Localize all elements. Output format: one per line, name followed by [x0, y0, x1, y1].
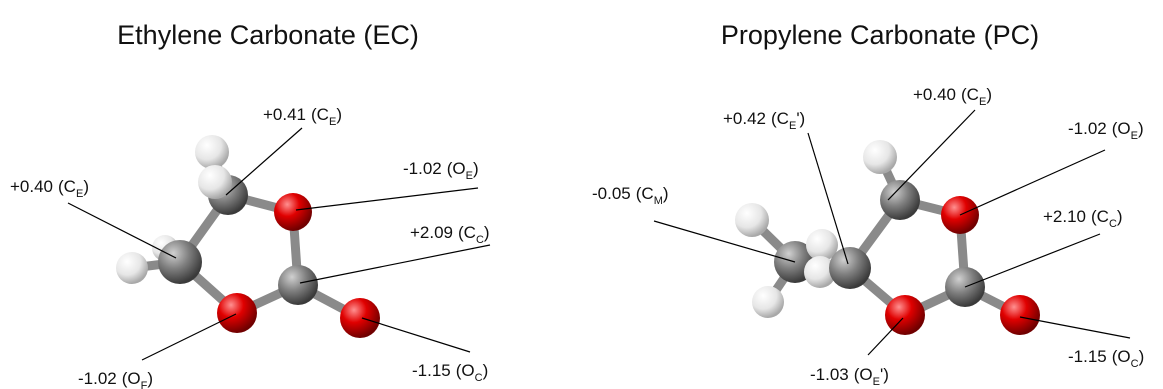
atom: (O — [447, 159, 466, 178]
charge-label: +0.42 (CE') — [723, 109, 805, 132]
close: ) — [1138, 119, 1144, 138]
charge-label: -1.02(OF) — [78, 369, 153, 389]
atom-subscript: E — [329, 116, 336, 128]
charge: -1.02 — [1068, 119, 1107, 138]
charge-label: +2.10 (CC) — [1043, 207, 1123, 230]
close: ) — [473, 159, 479, 178]
atom-subscript: C — [475, 372, 483, 384]
close: ) — [336, 105, 342, 124]
atom: (O — [456, 361, 475, 380]
close: ) — [484, 223, 490, 242]
charge: -1.03 — [810, 365, 849, 384]
atom-subscript: E — [76, 188, 83, 200]
charge: +0.40 — [913, 85, 956, 104]
charge-label: -1.02 (OE) — [403, 159, 479, 182]
atom: (C — [636, 184, 654, 203]
ec-molecule — [116, 135, 380, 338]
close: ) — [147, 369, 153, 388]
atom-subscript: E — [1131, 130, 1138, 142]
charge-label: +0.41 (CE) — [263, 105, 342, 128]
close: ) — [986, 85, 992, 104]
charge: -0.05 — [592, 184, 631, 203]
charge: -1.02 — [78, 369, 117, 388]
atom-subscript: E — [873, 376, 880, 388]
atom: (C — [311, 105, 329, 124]
charge-label: +2.09 (CC) — [410, 223, 490, 246]
charge-label: -1.15 (OC) — [1068, 347, 1144, 370]
charge-label: -1.02 (OE) — [1068, 119, 1144, 142]
labels: +0.41(CE)+0.40(CE)-1.02(OE)+2.09(CC)-1.1… — [10, 85, 1144, 389]
charge: -1.15 — [412, 361, 451, 380]
atom: (C — [771, 109, 789, 128]
close: ') — [796, 109, 805, 128]
charge-label: +0.40 (CE) — [913, 85, 992, 108]
close: ') — [880, 365, 889, 384]
charge-label: +0.40 (CE) — [10, 177, 89, 200]
atom-subscript: C — [1109, 218, 1117, 230]
close: ) — [663, 184, 669, 203]
atom: (O — [1112, 347, 1131, 366]
charge-label: -1.03 (OE') — [810, 365, 889, 388]
charge: -1.02 — [403, 159, 442, 178]
charge: +2.10 — [1043, 207, 1086, 226]
atom: (C — [458, 223, 476, 242]
atom-subscript: E — [466, 170, 473, 182]
figure: Ethylene Carbonate (EC) Propylene Carbon… — [0, 0, 1163, 389]
atom-subscript: E — [789, 120, 796, 132]
atom: (O — [854, 365, 873, 384]
atom: (O — [122, 369, 141, 388]
atom: (O — [1112, 119, 1131, 138]
atom-subscript: E — [979, 96, 986, 108]
atom-subscript: M — [654, 195, 663, 207]
atom: (C — [1091, 207, 1109, 226]
title: Propylene Carbonate (PC) — [721, 20, 1039, 50]
charge-label: -0.05 (CM) — [592, 184, 669, 207]
atom-subscript: C — [1131, 358, 1139, 370]
atom-subscript: C — [476, 234, 484, 246]
close: ) — [83, 177, 89, 196]
pc-molecule — [735, 140, 1040, 335]
charge: +0.41 — [263, 105, 306, 124]
close: ) — [483, 361, 489, 380]
charge: +0.42 — [723, 109, 766, 128]
charge: +0.40 — [10, 177, 53, 196]
title: Ethylene Carbonate (EC) — [117, 20, 419, 50]
charge-label: -1.15 (OC) — [412, 361, 488, 384]
close: ) — [1139, 347, 1145, 366]
close: ) — [1117, 207, 1123, 226]
atom: (C — [961, 85, 979, 104]
atom: (C — [58, 177, 76, 196]
charge: +2.09 — [410, 223, 453, 242]
charge: -1.15 — [1068, 347, 1107, 366]
